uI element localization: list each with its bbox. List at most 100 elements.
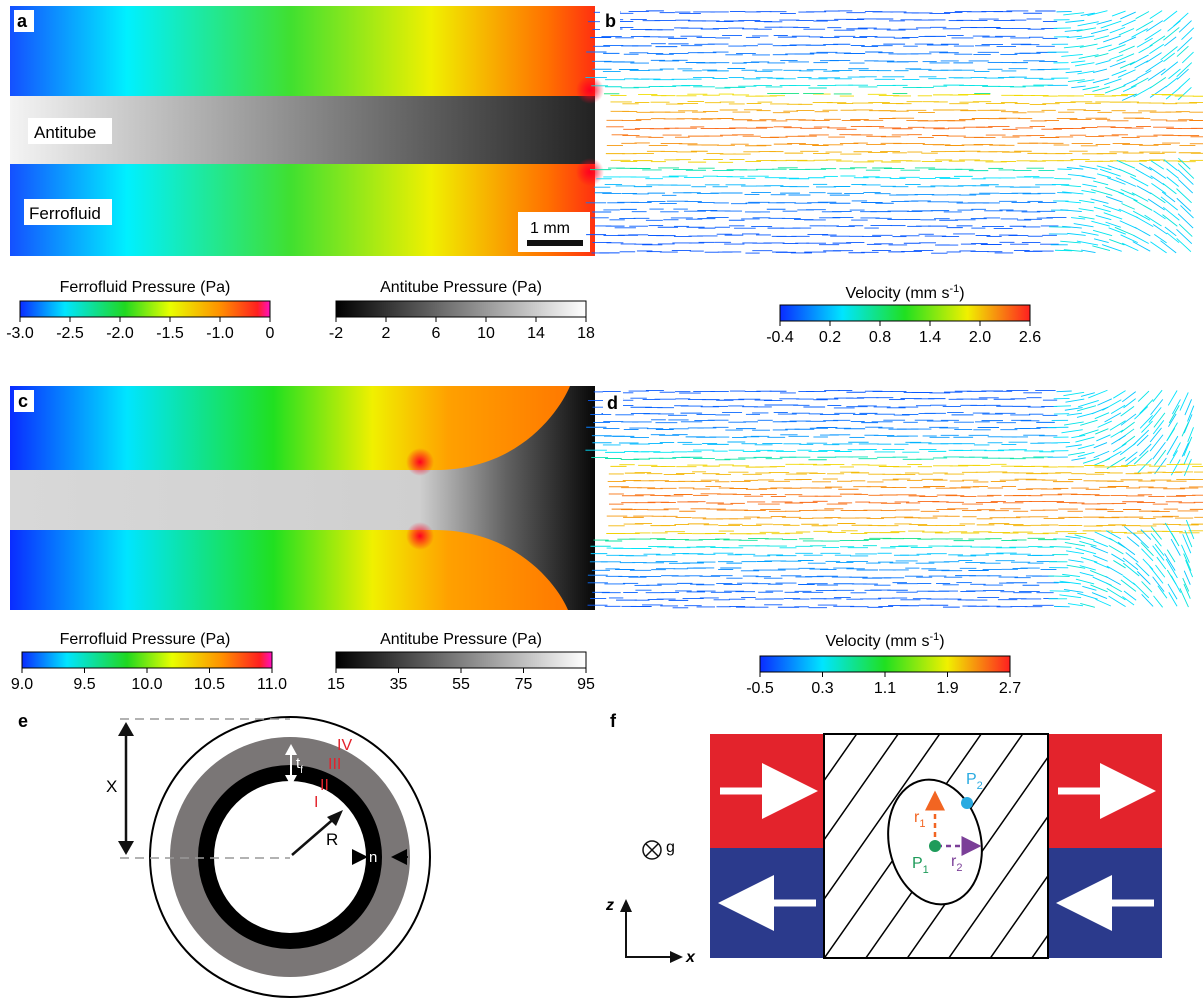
velocity-vector	[1144, 29, 1162, 41]
velocity-vector	[1176, 68, 1189, 80]
velocity-vector	[1185, 559, 1194, 578]
velocity-vector	[1124, 457, 1137, 467]
velocity-vector	[1090, 545, 1109, 554]
velocity-vector	[1160, 240, 1177, 254]
velocity-vector	[1152, 545, 1165, 561]
velocity-vector	[1176, 62, 1193, 77]
velocity-vector	[1064, 29, 1083, 32]
colorbar-tick-label: 0.3	[811, 680, 833, 697]
velocity-vector	[1120, 413, 1137, 426]
velocity-vector	[1176, 228, 1193, 245]
velocity-vector	[1080, 419, 1098, 426]
velocity-vector	[1165, 77, 1178, 88]
velocity-vector	[1142, 558, 1154, 570]
velocity-vector	[1152, 576, 1165, 592]
velocity-vector	[1118, 191, 1138, 202]
velocity-vector	[1078, 215, 1095, 220]
velocity-vector	[1180, 205, 1194, 219]
velocity-vector	[1094, 412, 1110, 420]
velocity-vector	[1093, 68, 1108, 73]
velocity-vector	[1176, 188, 1192, 204]
velocity-vector	[1077, 451, 1095, 458]
velocity-vector	[1082, 183, 1097, 188]
velocity-vector	[1139, 414, 1153, 429]
colorbar-tick-label: 10.0	[131, 676, 162, 693]
velocity-vector	[1152, 389, 1163, 402]
velocity-vector	[1064, 407, 1083, 411]
velocity-vector	[1136, 185, 1152, 195]
velocity-vector	[1154, 449, 1167, 466]
panel-f: f P1 P2 r1 r2 g z x	[605, 711, 1162, 966]
velocity-vector	[1165, 87, 1181, 100]
colorbar-cd-ferrofluid: Ferrofluid Pressure (Pa) 9.0 9.5 10.0 10.5 1…	[11, 631, 287, 693]
velocity-vector	[1146, 52, 1162, 63]
velocity-vector	[1145, 60, 1164, 73]
velocity-vector	[1150, 192, 1166, 204]
velocity-vector	[1134, 406, 1149, 420]
velocity-vector	[1079, 572, 1094, 577]
velocity-vector	[1116, 53, 1135, 62]
velocity-vector	[1172, 442, 1181, 457]
velocity-vector	[1062, 191, 1084, 195]
velocity-vector	[1071, 457, 1086, 461]
velocity-vector	[1077, 592, 1098, 600]
velocity-vector	[1109, 26, 1126, 34]
velocity-vector	[1071, 60, 1086, 63]
colorbar-cd-velocity: Velocity (mm s-1) -0.5 0.3 1.1 1.9 2.7	[746, 631, 1021, 697]
colorbar-title: Ferrofluid Pressure (Pa)	[60, 631, 231, 648]
velocity-vector	[1118, 45, 1135, 54]
velocity-vector	[1066, 167, 1084, 170]
velocity-vector	[1136, 571, 1151, 585]
velocity-vector	[1063, 45, 1084, 49]
velocity-vector	[1171, 532, 1180, 547]
velocity-vector	[1149, 427, 1162, 443]
velocity-vector	[1079, 429, 1099, 437]
velocity-vector	[1156, 556, 1167, 570]
velocity-vector	[1078, 54, 1099, 59]
colorbar-tick-label: 9.5	[73, 676, 95, 693]
velocity-vector	[1121, 19, 1136, 27]
velocity-vector	[1091, 220, 1110, 227]
velocity-vector	[1166, 176, 1179, 187]
velocity-vector	[1054, 249, 1073, 252]
velocity-vector	[1135, 562, 1150, 577]
colorbar-tick-label: 2.6	[1019, 329, 1041, 346]
velocity-vector	[1160, 61, 1179, 76]
velocity-vector	[1067, 232, 1086, 236]
velocity-vector	[1064, 421, 1084, 426]
colorbar-tick-label: 1.1	[874, 680, 896, 697]
colorbar-tick-label: 75	[515, 676, 533, 693]
velocity-vector	[1182, 577, 1190, 592]
colorbar-tick-label: 18	[577, 325, 595, 342]
velocity-vector	[1153, 210, 1166, 220]
velocity-vector	[1112, 443, 1127, 453]
velocity-vector	[1111, 435, 1126, 445]
velocity-vector	[1091, 406, 1109, 415]
velocity-vector	[1071, 434, 1086, 439]
velocity-vector	[1144, 214, 1162, 227]
r-arrow	[291, 815, 338, 856]
velocity-vector	[1177, 86, 1192, 101]
colorbar-tick-label: -2.0	[106, 325, 134, 342]
velocity-vector	[1166, 435, 1179, 455]
velocity-vector	[1132, 582, 1150, 599]
velocity-vector	[1114, 226, 1135, 237]
velocity-vector	[1122, 85, 1137, 92]
velocity-vector	[1079, 565, 1096, 571]
panel-a-letter: a	[17, 11, 28, 31]
velocity-vector	[1109, 60, 1126, 68]
velocity-vector	[1163, 27, 1180, 41]
velocity-vector	[1063, 12, 1085, 16]
velocity-vector	[1157, 585, 1168, 599]
velocity-vector	[1135, 11, 1150, 20]
velocity-vector	[1113, 560, 1126, 569]
x-label: X	[106, 777, 117, 796]
velocity-vector	[1132, 241, 1151, 252]
velocity-vector	[1122, 557, 1139, 571]
velocity-vector	[1160, 196, 1178, 211]
velocity-vector	[1168, 413, 1177, 427]
velocity-vector	[1123, 590, 1137, 601]
velocity-vector	[1089, 570, 1108, 578]
velocity-vector	[1162, 183, 1177, 195]
velocity-vector	[1164, 553, 1176, 571]
